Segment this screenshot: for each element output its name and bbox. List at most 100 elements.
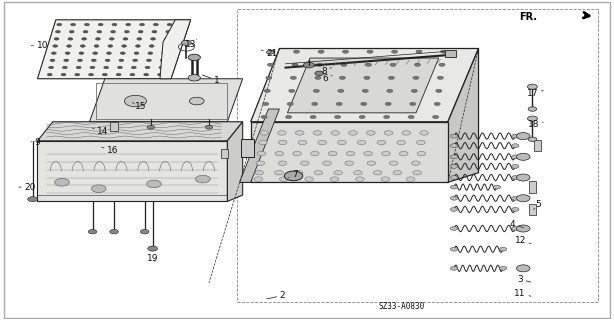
Bar: [241, 139, 254, 157]
Circle shape: [266, 76, 272, 79]
Circle shape: [314, 171, 323, 175]
Circle shape: [511, 155, 519, 159]
Circle shape: [278, 140, 287, 145]
Circle shape: [258, 140, 267, 145]
Circle shape: [261, 116, 267, 119]
Circle shape: [189, 97, 204, 105]
Circle shape: [126, 23, 131, 26]
Polygon shape: [37, 141, 227, 201]
Circle shape: [82, 38, 87, 40]
Circle shape: [130, 73, 135, 76]
Circle shape: [292, 63, 298, 66]
Circle shape: [450, 164, 457, 168]
Circle shape: [385, 102, 391, 106]
Text: 14: 14: [93, 127, 109, 136]
Circle shape: [313, 89, 319, 92]
Circle shape: [91, 59, 96, 61]
Circle shape: [356, 177, 364, 181]
Circle shape: [105, 59, 110, 61]
Circle shape: [138, 30, 143, 33]
Circle shape: [267, 63, 273, 66]
Circle shape: [50, 59, 55, 61]
Circle shape: [57, 23, 62, 26]
Circle shape: [411, 89, 418, 92]
Circle shape: [188, 54, 200, 60]
Polygon shape: [227, 122, 243, 201]
Circle shape: [493, 185, 500, 189]
Circle shape: [450, 267, 457, 270]
Circle shape: [516, 132, 530, 140]
Circle shape: [95, 38, 100, 40]
Circle shape: [287, 102, 293, 106]
Circle shape: [263, 102, 269, 106]
Circle shape: [346, 151, 355, 156]
Circle shape: [79, 52, 84, 54]
Circle shape: [80, 45, 85, 47]
Circle shape: [420, 131, 429, 135]
Circle shape: [290, 76, 297, 79]
Circle shape: [152, 30, 157, 33]
Circle shape: [139, 23, 144, 26]
Circle shape: [367, 50, 373, 53]
Circle shape: [499, 247, 507, 251]
Circle shape: [104, 66, 109, 69]
Circle shape: [97, 30, 102, 33]
Circle shape: [63, 66, 68, 69]
Circle shape: [147, 180, 161, 188]
Circle shape: [436, 89, 442, 92]
Circle shape: [289, 89, 295, 92]
Circle shape: [440, 50, 446, 53]
Circle shape: [450, 247, 457, 251]
Bar: [529, 181, 536, 193]
Text: 18: 18: [528, 120, 543, 130]
Circle shape: [365, 63, 371, 66]
Circle shape: [98, 23, 103, 26]
Text: 5: 5: [534, 200, 541, 209]
Circle shape: [318, 50, 324, 53]
Bar: [445, 50, 456, 57]
Text: 15: 15: [133, 102, 146, 111]
Circle shape: [335, 116, 341, 119]
Text: 4: 4: [510, 220, 524, 229]
Circle shape: [516, 174, 530, 181]
Circle shape: [61, 73, 66, 76]
Circle shape: [93, 52, 98, 54]
Circle shape: [75, 73, 80, 76]
Circle shape: [131, 66, 136, 69]
Circle shape: [275, 151, 284, 156]
Circle shape: [279, 177, 288, 181]
Circle shape: [85, 23, 90, 26]
Bar: [96, 83, 227, 119]
Circle shape: [499, 267, 507, 270]
Text: 11: 11: [515, 289, 531, 298]
Circle shape: [450, 144, 457, 148]
Circle shape: [364, 76, 370, 79]
Bar: [111, 122, 118, 131]
Circle shape: [144, 73, 149, 76]
Circle shape: [318, 140, 327, 145]
Circle shape: [410, 102, 416, 106]
Circle shape: [278, 161, 287, 165]
Circle shape: [311, 151, 319, 156]
Circle shape: [450, 196, 457, 200]
Circle shape: [305, 177, 313, 181]
Bar: [529, 204, 536, 215]
Circle shape: [416, 140, 425, 145]
Circle shape: [256, 161, 265, 165]
Circle shape: [367, 131, 375, 135]
Circle shape: [149, 45, 154, 47]
Circle shape: [53, 45, 58, 47]
Circle shape: [417, 151, 426, 156]
Circle shape: [360, 102, 367, 106]
Circle shape: [511, 196, 519, 200]
Circle shape: [450, 227, 457, 230]
Text: SZ33-A0830: SZ33-A0830: [379, 302, 425, 311]
Circle shape: [338, 89, 344, 92]
Circle shape: [433, 116, 439, 119]
Circle shape: [111, 30, 115, 33]
Circle shape: [161, 52, 166, 54]
Circle shape: [334, 171, 343, 175]
Circle shape: [387, 89, 393, 92]
Circle shape: [148, 52, 153, 54]
Circle shape: [310, 116, 316, 119]
